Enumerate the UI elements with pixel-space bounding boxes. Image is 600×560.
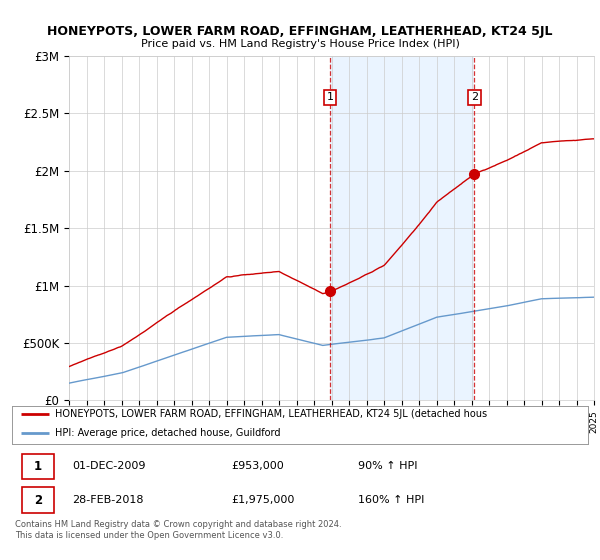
Text: 01-DEC-2009: 01-DEC-2009 [73, 461, 146, 472]
Text: HONEYPOTS, LOWER FARM ROAD, EFFINGHAM, LEATHERHEAD, KT24 5JL (detached hous: HONEYPOTS, LOWER FARM ROAD, EFFINGHAM, L… [55, 409, 487, 419]
Text: Price paid vs. HM Land Registry's House Price Index (HPI): Price paid vs. HM Land Registry's House … [140, 39, 460, 49]
Text: HONEYPOTS, LOWER FARM ROAD, EFFINGHAM, LEATHERHEAD, KT24 5JL: HONEYPOTS, LOWER FARM ROAD, EFFINGHAM, L… [47, 25, 553, 38]
Bar [330, 56, 475, 400]
Text: £1,975,000: £1,975,000 [231, 495, 294, 505]
Text: 28-FEB-2018: 28-FEB-2018 [73, 495, 144, 505]
FancyBboxPatch shape [22, 454, 54, 479]
Text: 2: 2 [34, 493, 42, 507]
Text: 90% ↑ HPI: 90% ↑ HPI [358, 461, 417, 472]
Text: £953,000: £953,000 [231, 461, 284, 472]
FancyBboxPatch shape [22, 487, 54, 513]
Text: 1: 1 [326, 92, 334, 102]
Text: 160% ↑ HPI: 160% ↑ HPI [358, 495, 424, 505]
Text: 1: 1 [34, 460, 42, 473]
Text: HPI: Average price, detached house, Guildford: HPI: Average price, detached house, Guil… [55, 428, 281, 438]
Text: Contains HM Land Registry data © Crown copyright and database right 2024.
This d: Contains HM Land Registry data © Crown c… [15, 520, 341, 540]
Text: 2: 2 [471, 92, 478, 102]
